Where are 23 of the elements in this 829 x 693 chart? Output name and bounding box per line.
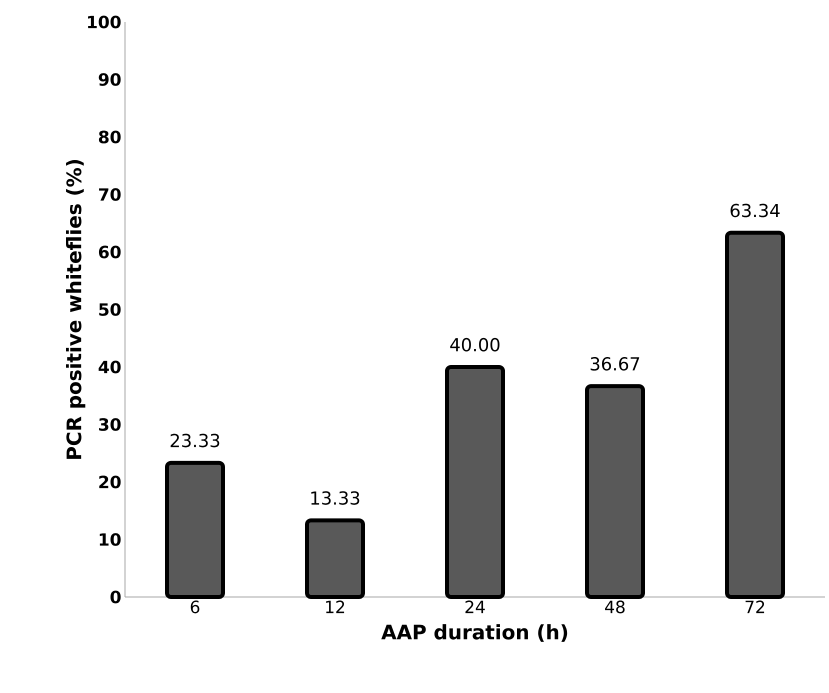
- y-tick-label: 30: [99, 418, 121, 431]
- x-tick-label: 48: [605, 600, 625, 614]
- y-tick-label: 50: [99, 303, 121, 316]
- data-label: 23.33: [170, 434, 220, 448]
- y-tick-label: 20: [99, 476, 121, 488]
- x-tick-label: 12: [326, 600, 344, 614]
- y-tick-label: 80: [98, 130, 121, 144]
- y-tick-label: 100: [88, 16, 121, 28]
- x-tick-label: 24: [465, 600, 485, 614]
- y-tick-label: 0: [110, 590, 121, 604]
- x-tick-label: 6: [190, 600, 200, 614]
- data-label: 63.34: [730, 204, 780, 218]
- data-label: 40.00: [450, 338, 500, 352]
- y-axis-title: PCR positive whiteflies (%): [66, 160, 86, 459]
- y-tick-label: 70: [99, 188, 121, 201]
- y-tick-label: 40: [98, 360, 121, 374]
- data-label: 13.33: [311, 491, 360, 505]
- x-axis-title: AAP duration (h): [381, 624, 568, 642]
- x-tick-label: 72: [746, 600, 764, 614]
- y-tick-label: 10: [100, 533, 121, 546]
- y-tick-label: 60: [98, 246, 121, 258]
- y-tick-label: 90: [98, 73, 121, 86]
- data-label: 36.67: [590, 357, 640, 371]
